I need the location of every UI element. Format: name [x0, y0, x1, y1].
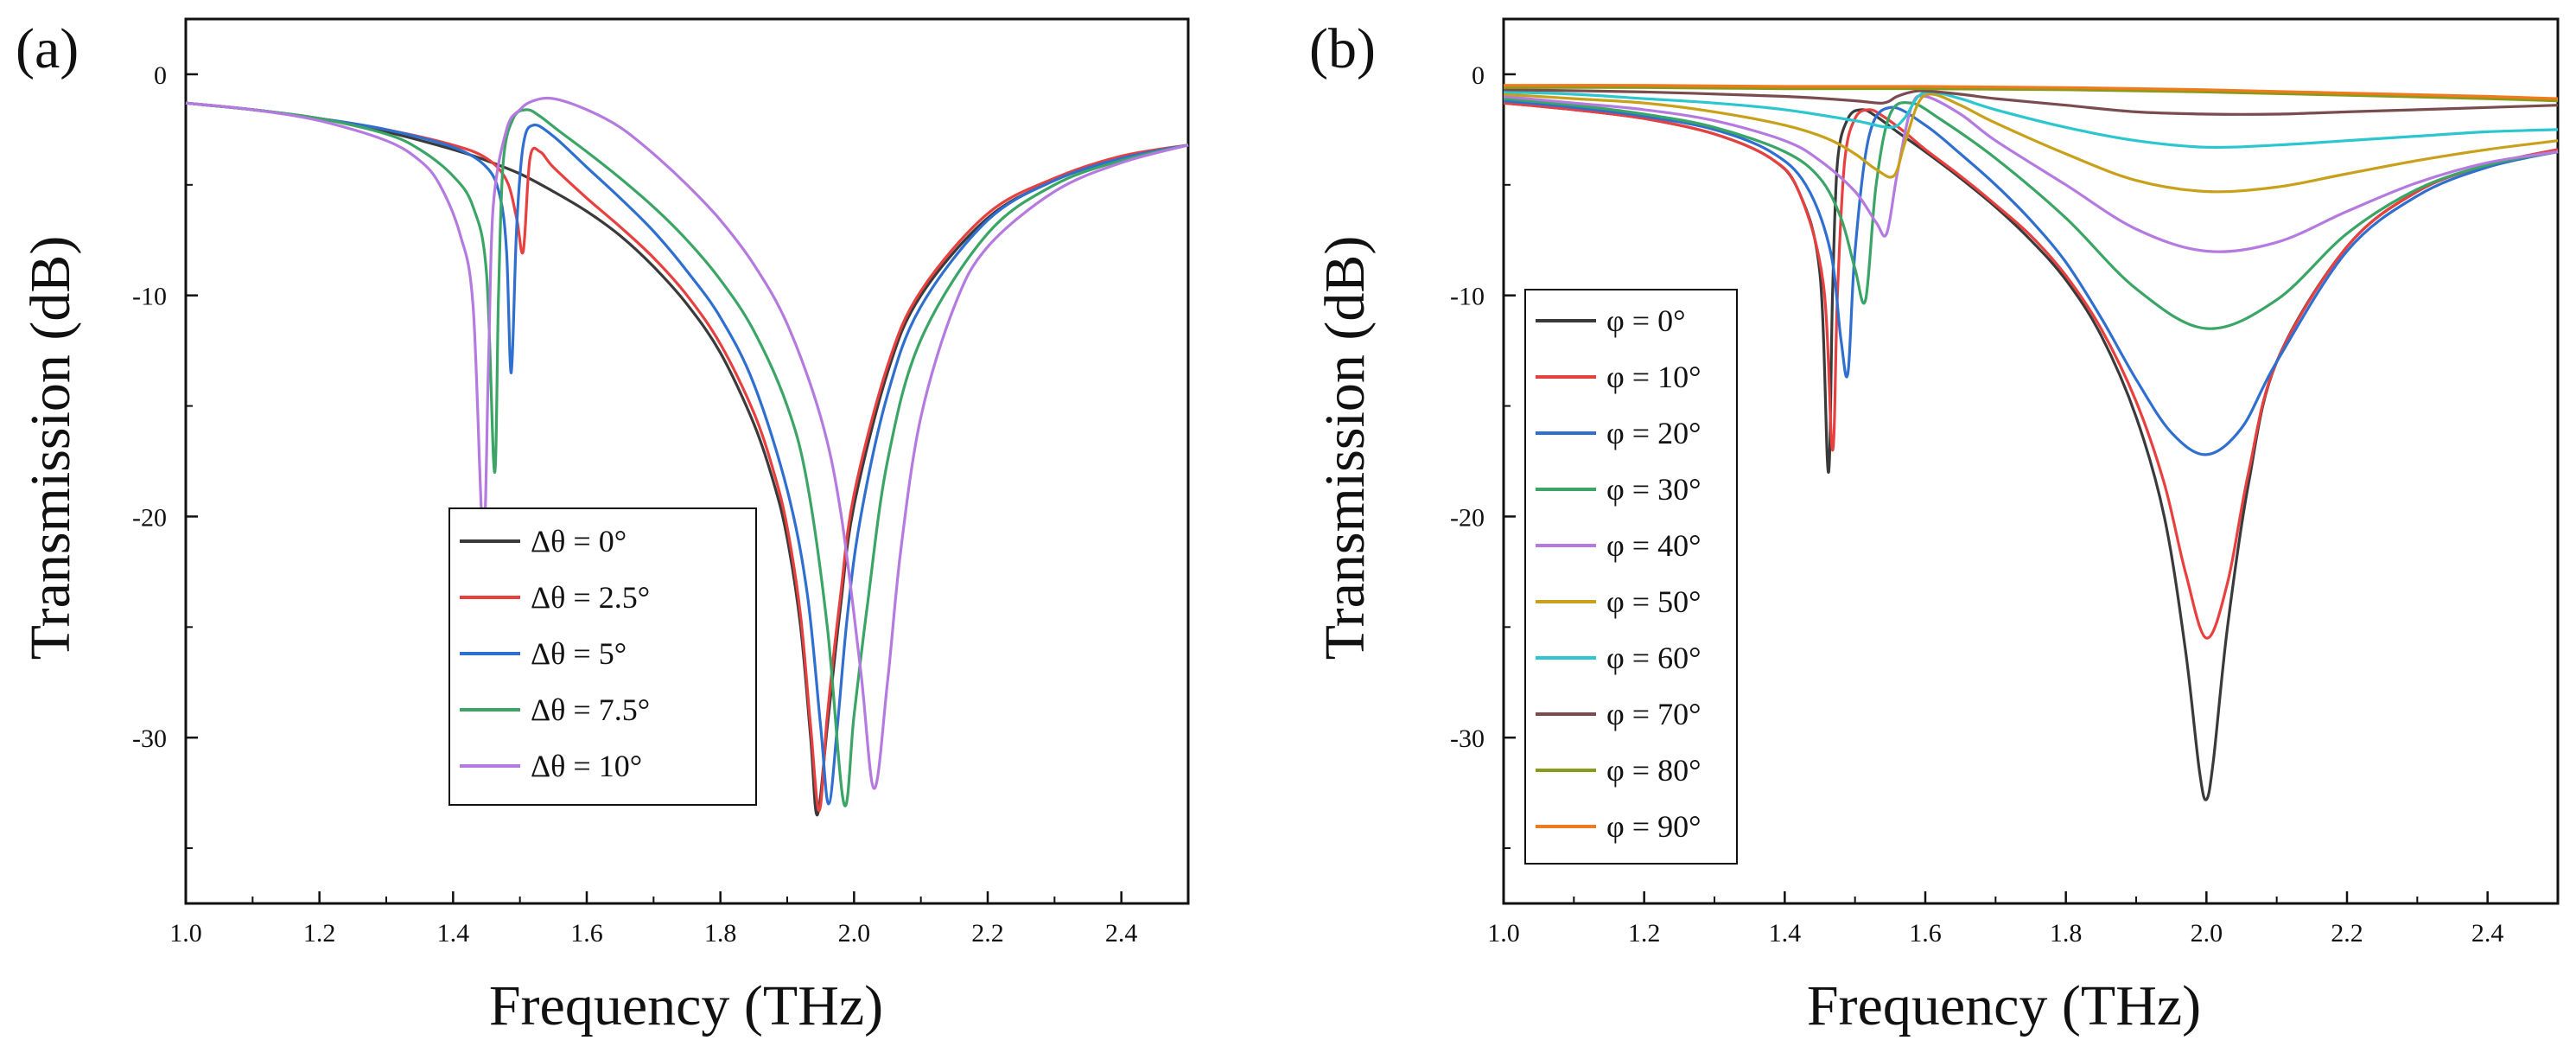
panel-a-xtick-label: 1.2: [303, 919, 336, 948]
panel-b-series-line-9: [1503, 84, 2559, 100]
panel-b-series-line-3: [1503, 97, 2559, 330]
panel-b-ytick-label: -10: [1450, 283, 1485, 311]
panel-b-xtick-label: 1.2: [1628, 919, 1661, 948]
panel-b-series-group: [1503, 84, 2559, 801]
panel-a-ytick-label: -10: [132, 283, 167, 311]
panel-b-ylabel: Transmission (dB): [1313, 236, 1377, 661]
panel-b-legend-label: φ = 50°: [1606, 584, 1701, 619]
panel-b-legend-label: φ = 20°: [1606, 416, 1701, 450]
panel-b-legend: φ = 0° φ = 10° φ = 20° φ = 30° φ = 40° φ = 50…: [1524, 289, 1738, 865]
panel-a-label: (a): [16, 17, 79, 80]
panel-b-xtick-label: 1.4: [1769, 919, 1802, 948]
panel-b-xtick-label: 2.4: [2471, 919, 2504, 948]
panel-a-xtick-label: 1.6: [570, 919, 603, 948]
panel-a-series-line-4: [185, 96, 1189, 790]
panel-b-legend-label: φ = 40°: [1606, 528, 1701, 563]
panel-a-legend-label: Δθ = 0°: [531, 524, 627, 558]
panel-a-xtick-label: 1.8: [704, 919, 737, 948]
panel-b-legend-label: φ = 80°: [1606, 753, 1701, 788]
panel-a-xtick-label: 1.0: [169, 919, 202, 948]
panel-b-xtick-label: 1.0: [1487, 919, 1520, 948]
panel-b-series-line-6: [1503, 90, 2559, 150]
panel-b-legend-label: φ = 0°: [1606, 303, 1685, 338]
panel-b-ticks: 1.0 1.2 1.4 1.6 1.8 2.0 2.2 2.4 0 -10 -20 -30: [1450, 61, 2503, 948]
panel-a-xlabel: Frequency (THz): [489, 974, 883, 1037]
panel-a-legend-box: [448, 507, 757, 806]
panel-a-xtick-label: 2.0: [838, 919, 871, 948]
panel-b-series-line-1: [1503, 101, 2559, 640]
panel-b-xtick-label: 2.0: [2191, 919, 2223, 948]
panel-a-series-group: [185, 96, 1189, 817]
panel-a-series-line-2: [185, 101, 1189, 806]
panel-b-series-line-8: [1503, 86, 2559, 103]
panel-b-series-line-7: [1503, 88, 2559, 116]
panel-b-legend-label: φ = 10°: [1606, 360, 1701, 394]
panel-a: 1.0 1.2 1.4 1.6 1.8 2.0 2.2 2.4 0 -10 -20 -30 (a) F…: [16, 17, 1190, 1037]
panel-b-legend-box: [1524, 289, 1738, 865]
panel-a-legend: Δθ = 0° Δθ = 2.5° Δθ = 5° Δθ = 7.5° Δθ = 10°: [448, 507, 757, 806]
panel-b-xtick-label: 1.6: [1909, 919, 1942, 948]
panel-b-xlabel: Frequency (THz): [1807, 974, 2201, 1037]
panel-a-plot-frame: [184, 17, 1190, 905]
panel-b-legend-label: φ = 60°: [1606, 641, 1701, 675]
panel-b-ytick-label: -20: [1450, 503, 1485, 532]
panel-b-series-line-5: [1503, 93, 2559, 194]
panel-a-series-line-0: [185, 101, 1189, 817]
panel-b-xtick-label: 2.2: [2331, 919, 2363, 948]
panel-a-ytick-label: -30: [132, 724, 167, 753]
panel-a-legend-label: Δθ = 10°: [531, 749, 642, 783]
panel-a-ytick-label: -20: [132, 503, 167, 532]
panel-a-legend-label: Δθ = 5°: [531, 636, 627, 671]
panel-b-series-line-2: [1503, 99, 2559, 456]
panel-b-legend-label: φ = 90°: [1606, 809, 1701, 844]
panel-b-legend-label: φ = 70°: [1606, 697, 1701, 731]
panel-a-xtick-label: 1.4: [437, 919, 470, 948]
panel-a-xtick-label: 2.2: [971, 919, 1004, 948]
panel-a-xtick-label: 2.4: [1105, 919, 1138, 948]
panel-a-ticks: 1.0 1.2 1.4 1.6 1.8 2.0 2.2 2.4 0 -10 -20 -30: [132, 61, 1137, 948]
panel-b-label: (b): [1309, 17, 1376, 80]
panel-b-legend-label: φ = 30°: [1606, 472, 1701, 507]
panel-a-series-line-3: [185, 101, 1189, 807]
panel-a-legend-label: Δθ = 7.5°: [531, 692, 650, 727]
panel-b-plot-frame: [1502, 17, 2560, 905]
panel-a-legend-label: Δθ = 2.5°: [531, 580, 650, 615]
panel-b-ytick-label: 0: [1472, 61, 1485, 90]
panel-b-xtick-label: 1.8: [2050, 919, 2083, 948]
panel-a-ytick-label: 0: [154, 61, 167, 90]
panel-b-ytick-label: -30: [1450, 724, 1485, 753]
panel-a-ylabel: Transmission (dB): [19, 236, 82, 661]
panel-b: 1.0 1.2 1.4 1.6 1.8 2.0 2.2 2.4 0 -10 -20 -30 (b) F…: [1309, 17, 2560, 1037]
